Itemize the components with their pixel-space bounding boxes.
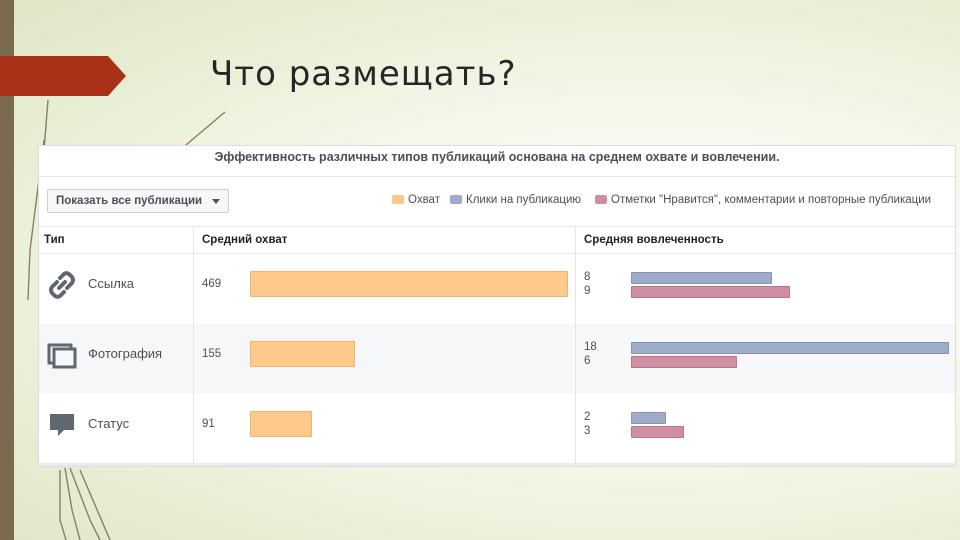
legend-swatch-clicks bbox=[450, 195, 462, 204]
link-icon bbox=[49, 271, 75, 299]
reach-bar bbox=[250, 271, 568, 297]
likes-bar bbox=[631, 426, 684, 438]
status-icon bbox=[50, 414, 74, 436]
likes-value: 9 bbox=[584, 285, 591, 297]
likes-bar bbox=[631, 356, 737, 368]
clicks-value: 2 bbox=[584, 411, 591, 423]
slide-title: Что размещать? bbox=[210, 54, 517, 94]
photo-icon bbox=[47, 343, 77, 369]
reach-value: 469 bbox=[202, 278, 222, 290]
reach-value: 91 bbox=[202, 418, 215, 430]
legend-likes: Отметки "Нравится", комментарии и повтор… bbox=[595, 194, 931, 206]
legend-swatch-reach bbox=[392, 195, 404, 204]
legend-label: Клики на публикацию bbox=[466, 194, 582, 206]
reach-bar bbox=[250, 411, 312, 437]
title-arrow-shape bbox=[0, 56, 126, 96]
legend-label: Охват bbox=[408, 194, 440, 206]
header-top-divider bbox=[39, 226, 955, 227]
column-divider bbox=[575, 226, 576, 464]
column-type: Тип bbox=[44, 234, 65, 246]
legend-clicks: Клики на публикацию bbox=[450, 194, 581, 206]
column-average-engagement: Средняя вовлеченность bbox=[584, 234, 724, 246]
table-row: Статус 91 2 3 bbox=[39, 394, 955, 464]
type-label: Фотография bbox=[88, 346, 163, 361]
column-divider bbox=[193, 226, 194, 464]
filter-label: Показать все публикации bbox=[56, 195, 203, 207]
clicks-bar bbox=[631, 412, 666, 424]
reach-bar bbox=[250, 341, 355, 367]
legend-reach: Охват bbox=[392, 194, 440, 206]
post-performance-panel: Эффективность различных типов публикаций… bbox=[38, 145, 956, 467]
legend-label: Отметки "Нравится", комментарии и повтор… bbox=[611, 194, 932, 206]
table-row: Ссылка 469 8 9 bbox=[39, 254, 955, 324]
type-label: Статус bbox=[88, 416, 130, 431]
show-all-posts-dropdown[interactable]: Показать все публикации bbox=[47, 189, 229, 213]
header-bottom-divider bbox=[39, 253, 955, 254]
clicks-value: 18 bbox=[584, 341, 597, 353]
table-header: Тип Средний охват Средняя вовлеченность bbox=[39, 226, 955, 254]
table-row: Фотография 155 18 6 bbox=[39, 324, 955, 394]
likes-bar bbox=[631, 286, 790, 298]
panel-title: Эффективность различных типов публикаций… bbox=[214, 150, 780, 164]
legend-swatch-likes bbox=[595, 195, 607, 204]
title-divider bbox=[39, 176, 955, 177]
clicks-bar bbox=[631, 342, 949, 354]
clicks-value: 8 bbox=[584, 271, 591, 283]
column-average-reach: Средний охват bbox=[202, 234, 288, 246]
chevron-down-icon bbox=[212, 199, 220, 204]
panel-bottom-border bbox=[39, 463, 955, 466]
likes-value: 3 bbox=[584, 425, 591, 437]
likes-value: 6 bbox=[584, 355, 591, 367]
left-decor-bar bbox=[0, 0, 14, 540]
clicks-bar bbox=[631, 272, 772, 284]
reach-value: 155 bbox=[202, 348, 222, 360]
type-label: Ссылка bbox=[88, 276, 135, 291]
